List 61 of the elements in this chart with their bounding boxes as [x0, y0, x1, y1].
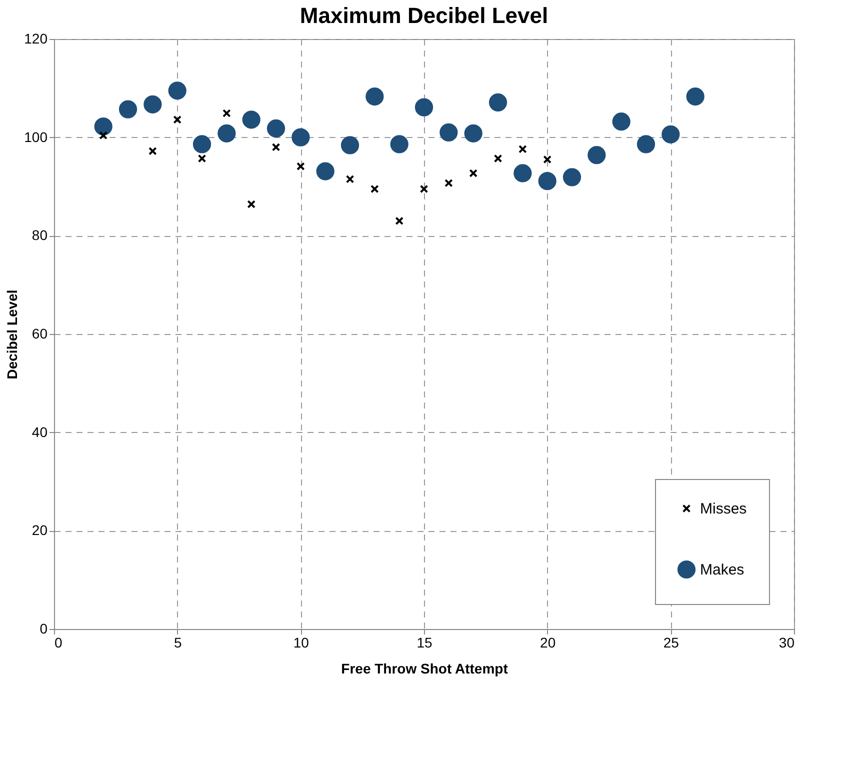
point: [346, 174, 354, 184]
point: [168, 82, 186, 100]
point: [488, 93, 508, 112]
point: [662, 125, 680, 144]
point: [366, 87, 384, 106]
x-axis-title: Free Throw Shot Attempt: [341, 660, 508, 676]
point: [340, 136, 360, 154]
point: [247, 200, 256, 208]
point: [272, 143, 280, 152]
point: [543, 155, 552, 164]
y-tick-label: 0: [40, 620, 48, 636]
point: [94, 117, 112, 136]
x-tick-label: 30: [778, 634, 795, 650]
point: [588, 146, 606, 164]
x-tick-label: 0: [54, 634, 62, 650]
point: [99, 131, 108, 140]
legend-label: Makes: [700, 562, 744, 578]
x-tick-label: 15: [416, 634, 432, 650]
x-tick-label: 25: [663, 634, 680, 650]
y-axis-title: Decibel Level: [4, 290, 20, 380]
point: [390, 135, 408, 154]
x-tick-label: 5: [174, 634, 182, 650]
y-tick-label: 60: [32, 326, 48, 342]
point: [316, 162, 334, 180]
point: [118, 100, 138, 118]
point: [173, 115, 182, 124]
point: [444, 178, 453, 188]
point: [144, 95, 162, 114]
y-tick-label: 100: [24, 128, 48, 145]
point: [148, 146, 157, 156]
point: [562, 168, 582, 186]
point: [192, 135, 212, 154]
point: [514, 164, 532, 182]
point: [440, 123, 458, 142]
point: [538, 172, 556, 190]
x-tick-label: 20: [540, 634, 556, 650]
point: [395, 216, 404, 226]
x-tick-label: 10: [293, 634, 310, 650]
point: [612, 112, 630, 131]
point: [686, 87, 704, 106]
point: [296, 162, 305, 171]
point: [218, 124, 236, 142]
point: [292, 128, 310, 146]
point: [494, 154, 502, 163]
y-tick-label: 40: [32, 424, 48, 440]
point: [222, 109, 231, 118]
legend-label: Misses: [700, 500, 747, 518]
chart-title: Maximum Decibel Level: [300, 3, 548, 28]
point: [370, 184, 379, 194]
point: [242, 110, 260, 129]
point: [518, 144, 527, 154]
point: [198, 154, 206, 163]
point: [464, 124, 482, 142]
y-tick-label: 120: [24, 30, 48, 46]
y-tick-label: 20: [32, 522, 48, 538]
point: [414, 98, 434, 116]
point: [266, 119, 286, 138]
point: [420, 184, 428, 194]
point: [469, 169, 478, 178]
point: [636, 135, 656, 154]
y-tick-label: 80: [32, 227, 48, 244]
